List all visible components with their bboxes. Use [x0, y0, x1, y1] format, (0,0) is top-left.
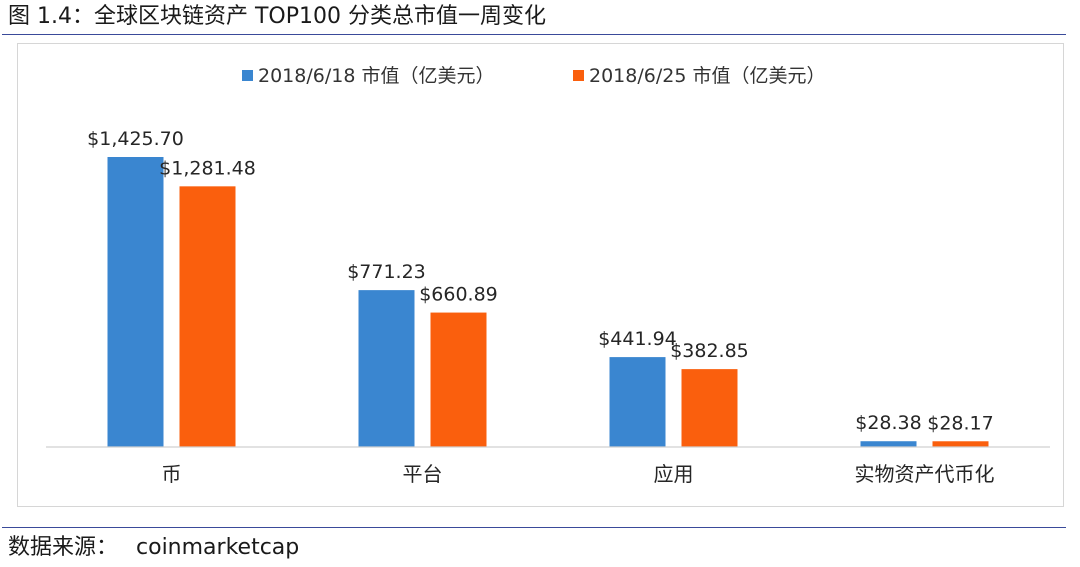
data-labels: $1,425.70$1,281.48$771.23$660.89$441.94$… [87, 128, 994, 434]
figure-title: 图 1.4：全球区块链资产 TOP100 分类总市值一周变化 [8, 4, 546, 29]
bar-2-2 [430, 312, 487, 447]
bar-2-1 [179, 186, 236, 447]
x-tick-label-1: 币 [162, 462, 182, 486]
bar-2-4 [932, 441, 989, 447]
legend-swatch-1 [242, 70, 253, 81]
data-label-1-1: $1,425.70 [87, 128, 184, 150]
data-label-2-4: $28.17 [927, 412, 993, 434]
x-tick-labels: 币 平台 应用 实物资产代币化 [162, 462, 995, 486]
data-label-1-3: $441.94 [598, 328, 677, 350]
bar-chart: 2018/6/18 市值（亿美元） 2018/6/25 市值（亿美元） $1,42… [46, 65, 1050, 486]
data-label-2-2: $660.89 [419, 284, 498, 306]
x-tick-label-2: 平台 [403, 462, 443, 486]
source-line: 数据来源： coinmarketcap [8, 533, 299, 563]
legend-label-2: 2018/6/25 市值（亿美元） [589, 65, 825, 87]
data-label-2-1: $1,281.48 [159, 157, 256, 179]
legend-swatch-2 [573, 70, 584, 81]
source-label: 数据来源： [8, 535, 119, 560]
chart-legend: 2018/6/18 市值（亿美元） 2018/6/25 市值（亿美元） [242, 65, 825, 87]
bar-1-3 [609, 357, 666, 447]
x-tick-label-3: 应用 [654, 462, 694, 486]
bottom-rule [2, 527, 1066, 528]
bar-1-1 [107, 157, 164, 447]
legend-label-1: 2018/6/18 市值（亿美元） [258, 65, 494, 87]
chart-bars [107, 157, 989, 447]
data-label-2-3: $382.85 [670, 340, 749, 362]
bar-1-2 [358, 290, 415, 447]
x-tick-label-4: 实物资产代币化 [855, 462, 995, 486]
chart-panel: 2018/6/18 市值（亿美元） 2018/6/25 市值（亿美元） $1,42… [17, 43, 1064, 507]
bar-2-3 [681, 369, 738, 447]
source-value: coinmarketcap [136, 535, 300, 560]
data-label-1-4: $28.38 [855, 412, 921, 434]
top-rule [2, 34, 1066, 35]
data-label-1-2: $771.23 [347, 261, 426, 283]
bar-1-4 [860, 441, 917, 447]
